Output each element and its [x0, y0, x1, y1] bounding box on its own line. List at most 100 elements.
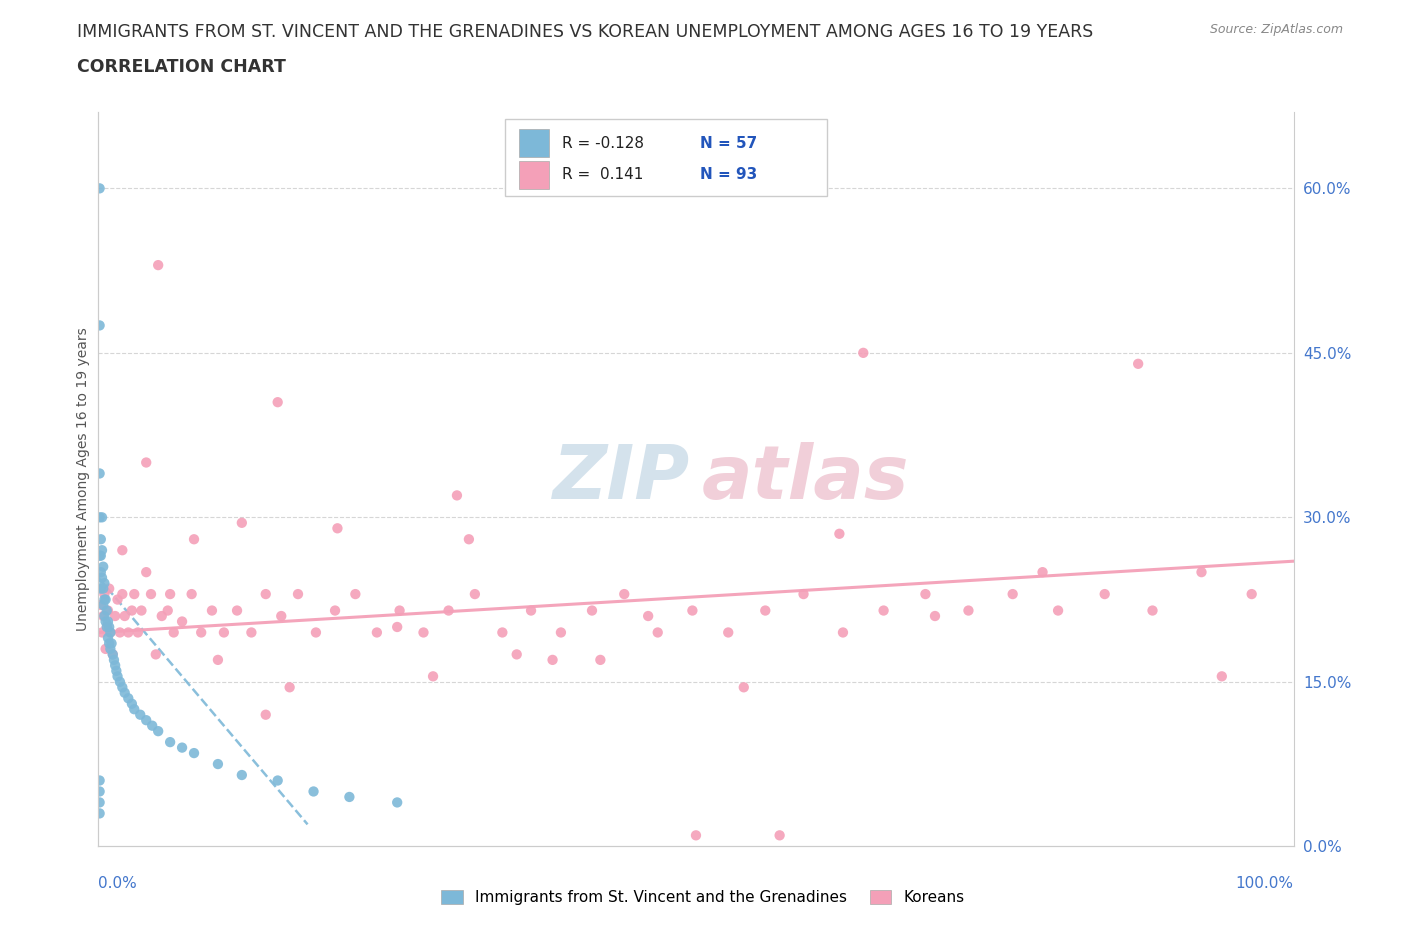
Point [267, 773, 290, 788]
Point [254, 708, 277, 723]
Point [91, 608, 114, 623]
Point [89, 795, 111, 810]
Point [89, 181, 111, 196]
Point [139, 587, 162, 602]
Text: 100.0%: 100.0% [1236, 876, 1294, 891]
Point [135, 565, 157, 579]
Text: 0.0%: 0.0% [98, 876, 138, 891]
Point [93, 592, 115, 607]
Point [437, 603, 460, 618]
Text: atlas: atlas [702, 443, 910, 515]
Point [148, 258, 170, 272]
Point [121, 603, 143, 618]
Point [129, 708, 152, 723]
Point [148, 724, 170, 738]
Point [254, 587, 277, 602]
Point [89, 549, 111, 564]
Point [96, 619, 118, 634]
Text: Source: ZipAtlas.com: Source: ZipAtlas.com [1209, 23, 1343, 36]
Point [733, 680, 755, 695]
Point [89, 806, 111, 821]
Point [717, 625, 740, 640]
Point [127, 625, 149, 640]
Point [107, 592, 129, 607]
Point [613, 587, 636, 602]
Point [581, 603, 603, 618]
Point [93, 608, 115, 623]
Point [97, 603, 120, 618]
Point [520, 603, 543, 618]
Point [124, 702, 146, 717]
Point [458, 532, 481, 547]
Point [104, 608, 127, 623]
Point [305, 625, 328, 640]
Text: CORRELATION CHART: CORRELATION CHART [77, 58, 287, 75]
Point [91, 559, 114, 574]
Point [141, 718, 163, 733]
Point [94, 592, 117, 607]
Point [550, 625, 572, 640]
Point [91, 581, 114, 596]
Point [302, 784, 325, 799]
Point [172, 740, 194, 755]
Point [1142, 603, 1164, 618]
Point [98, 625, 122, 640]
Point [506, 647, 529, 662]
Point [96, 619, 118, 634]
Point [131, 603, 153, 618]
Point [589, 653, 612, 668]
Point [114, 608, 136, 623]
Point [1032, 565, 1054, 579]
Point [135, 712, 157, 727]
Point [446, 488, 468, 503]
Point [828, 526, 851, 541]
Point [491, 625, 513, 640]
Legend: Immigrants from St. Vincent and the Grenadines, Koreans: Immigrants from St. Vincent and the Gren… [436, 884, 970, 911]
Point [89, 466, 111, 481]
Point [323, 603, 346, 618]
Point [172, 614, 194, 629]
Point [101, 647, 124, 662]
Point [270, 608, 292, 623]
Point [89, 784, 111, 799]
Point [107, 669, 129, 684]
Bar [519, 129, 548, 157]
Point [1211, 669, 1233, 684]
Point [94, 614, 117, 629]
Point [388, 603, 411, 618]
Point [93, 576, 115, 591]
Point [156, 603, 179, 618]
Point [90, 581, 112, 596]
Point [108, 674, 131, 689]
Point [111, 543, 134, 558]
Point [1128, 356, 1150, 371]
Point [90, 532, 112, 547]
Point [98, 625, 122, 640]
Point [90, 565, 112, 579]
Point [226, 603, 249, 618]
Point [647, 625, 669, 640]
Point [287, 587, 309, 602]
Point [105, 663, 128, 678]
Point [240, 625, 263, 640]
Text: R =  0.141: R = 0.141 [562, 167, 644, 182]
Point [366, 625, 388, 640]
Point [163, 625, 186, 640]
Text: N = 93: N = 93 [700, 167, 756, 182]
Point [96, 603, 118, 618]
Point [852, 345, 875, 360]
Bar [505, 119, 828, 196]
Point [872, 603, 894, 618]
Point [385, 619, 409, 634]
Point [98, 581, 121, 596]
Point [1001, 587, 1024, 602]
Point [98, 619, 121, 634]
Point [117, 625, 139, 640]
Point [104, 658, 127, 672]
Point [768, 828, 790, 843]
Point [150, 608, 173, 623]
Point [207, 653, 229, 668]
Point [159, 587, 181, 602]
Point [344, 587, 367, 602]
Point [98, 642, 122, 657]
